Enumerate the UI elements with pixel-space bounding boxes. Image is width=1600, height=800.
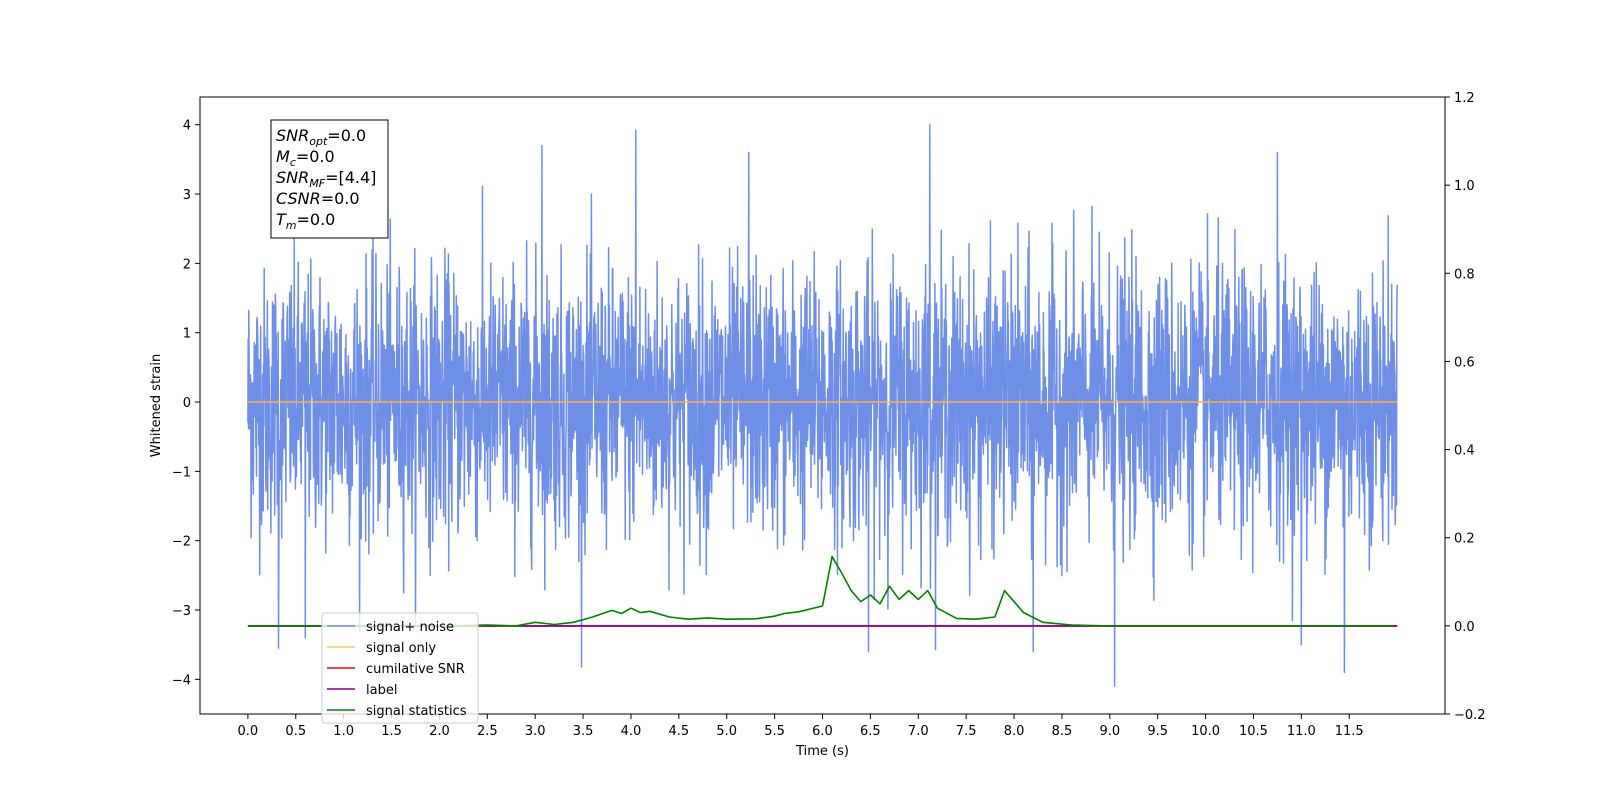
x-tick-label: 0.5: [285, 724, 306, 739]
y2-tick-label: 0.4: [1454, 444, 1475, 459]
legend-label: cumilative SNR: [366, 662, 465, 677]
y-tick-label: 2: [183, 257, 191, 272]
x-tick-label: 9.5: [1147, 724, 1168, 739]
y-tick-label: −4: [172, 673, 191, 688]
annotation-line: Mc=0.0: [276, 147, 335, 169]
x-tick-label: 0.0: [238, 724, 259, 739]
legend-label: label: [366, 683, 397, 698]
y-tick-label: 3: [183, 188, 191, 203]
plot-area: [247, 123, 1398, 688]
x-tick-label: 1.0: [333, 724, 354, 739]
x-tick-label: 6.5: [860, 724, 881, 739]
y2-tick-label: 0.0: [1454, 620, 1475, 635]
series-signal-noise: [247, 123, 1398, 688]
annotation-line: SNRopt=0.0: [276, 126, 366, 148]
x-axis-label: Time (s): [795, 744, 849, 759]
legend-item: signal+ noise: [327, 620, 454, 635]
y-tick-label: −2: [172, 535, 191, 550]
x-tick-label: 9.0: [1099, 724, 1120, 739]
y-tick-label: −1: [172, 465, 191, 480]
x-tick-label: 10.0: [1191, 724, 1220, 739]
x-tick-label: 6.0: [812, 724, 833, 739]
legend-item: signal only: [327, 641, 436, 656]
x-tick-label: 11.0: [1287, 724, 1316, 739]
annotation-line: Tm=0.0: [276, 210, 335, 232]
legend-label: signal only: [366, 641, 436, 656]
legend-item: signal statistics: [327, 704, 467, 719]
y-tick-label: −3: [172, 604, 191, 619]
y2-tick-label: 0.6: [1454, 355, 1475, 370]
x-tick-label: 3.5: [573, 724, 594, 739]
y-tick-label: 4: [183, 119, 191, 134]
y2-tick-label: 0.2: [1454, 532, 1475, 547]
axes: 0.0 0.5 1.0 1.5 2.0 2.5 3.0 3.5 4.0 4.5 5.0 5.5 6.0 6…: [149, 91, 1486, 759]
x-tick-label: 11.5: [1335, 724, 1364, 739]
legend-label: signal+ noise: [366, 620, 454, 635]
series-signal-statistics: [247, 555, 1393, 627]
y-tick-label: 0: [183, 396, 191, 411]
y2-tick-label: −0.2: [1454, 708, 1486, 723]
x-tick-label: 7.0: [908, 724, 929, 739]
x-tick-label: 5.5: [764, 724, 785, 739]
x-tick-label: 10.5: [1239, 724, 1268, 739]
y2-tick-label: 1.2: [1454, 91, 1475, 106]
x-tick-label: 4.5: [669, 724, 690, 739]
x-tick-label: 8.5: [1052, 724, 1073, 739]
legend-item: cumilative SNR: [327, 662, 465, 677]
annotation-line: CSNR=0.0: [276, 189, 360, 208]
x-tick-label: 3.0: [525, 724, 546, 739]
legend-label: signal statistics: [366, 704, 467, 719]
legend-item: label: [327, 683, 397, 698]
x-tick-label: 2.0: [429, 724, 450, 739]
x-tick-label: 8.0: [1004, 724, 1025, 739]
x-tick-label: 4.0: [621, 724, 642, 739]
annotation-line: SNRMF=[4.4]: [276, 168, 376, 190]
y2-tick-label: 0.8: [1454, 267, 1475, 282]
y-tick-label: 1: [183, 327, 191, 342]
x-tick-label: 7.5: [956, 724, 977, 739]
y-axis-label: Whitened strain: [149, 354, 164, 457]
y2-tick-label: 1.0: [1454, 179, 1475, 194]
legend: signal+ noise signal only cumilative SNR la…: [321, 612, 479, 724]
x-tick-label: 2.5: [477, 724, 498, 739]
x-tick-label: 5.0: [716, 724, 737, 739]
x-tick-label: 1.5: [381, 724, 402, 739]
